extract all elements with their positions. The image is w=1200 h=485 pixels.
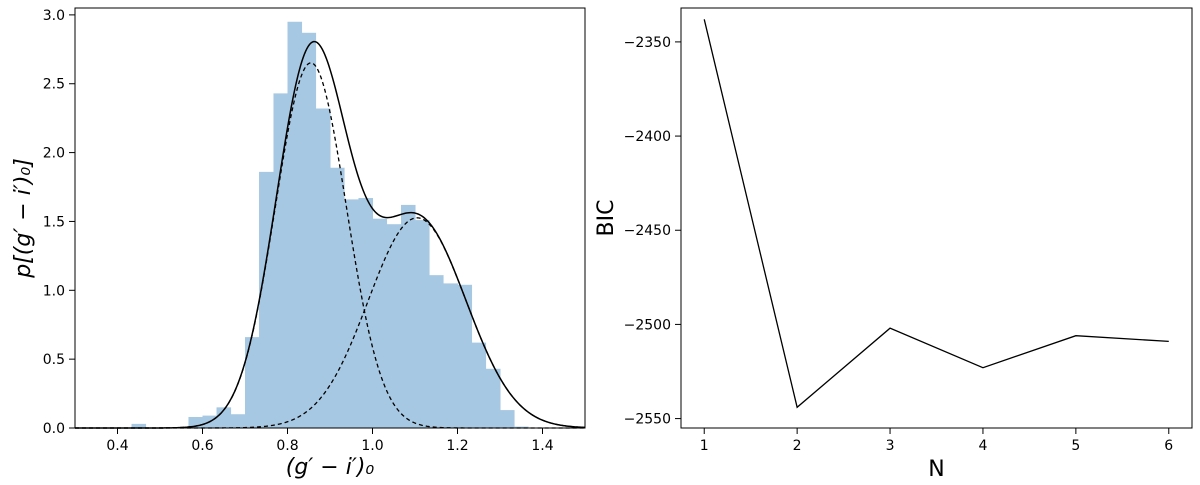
y-tick-label: −2350 [624,35,671,51]
y-tick-label: −2400 [624,129,671,145]
histogram-bar [188,416,204,428]
x-tick-label: 1.2 [446,438,468,454]
histogram-bar [216,407,232,428]
y-tick-label: 0.0 [43,421,65,437]
histogram-bar [485,368,501,428]
histogram-bar [500,410,515,428]
histogram-bar [372,218,388,428]
x-tick-label: 0.4 [106,438,128,454]
x-tick-label: 5 [1071,438,1080,454]
y-tick-label: 1.0 [43,283,65,299]
x-axis-label: N [928,457,944,482]
x-tick-label: 0.8 [276,438,298,454]
x-tick-label: 1.0 [361,438,383,454]
x-tick-label: 1.4 [531,438,553,454]
x-axis-label: (g′ − i′)₀ [286,455,375,480]
y-tick-label: 0.5 [43,352,65,368]
bic-line [703,19,1169,409]
histogram-bar [315,108,331,428]
y-tick-label: −2550 [624,412,671,428]
plot-frame [680,7,1193,429]
histogram-bar [443,283,459,428]
y-tick-label: 2.5 [43,77,65,93]
histogram-bar [415,220,430,428]
bic-panel: 1 2 3 4 5 6 −2350 −2400 −2450 −2500 −2550 N BIC [594,7,1193,482]
histogram-bar [131,423,147,428]
y-tick-label: −2450 [624,223,671,239]
y-tick-label: 2.0 [43,146,65,162]
y-axis-label: p[(g′ − i′)₀] [11,158,36,279]
histogram-bar [259,171,274,429]
x-tick-label: 0.6 [191,438,213,454]
y-tick-label: 1.5 [43,214,65,230]
histogram-bar [245,337,260,428]
histogram-bar [514,426,529,428]
x-tick-label: 3 [886,438,895,454]
histogram-bar [358,198,374,428]
histogram-bar [287,21,303,428]
histogram-bar [273,93,289,429]
histogram-bar [471,342,487,428]
histogram-bar [429,275,444,428]
histogram-bar [400,204,416,428]
histogram-bar [301,32,317,428]
plot-frame [74,7,586,429]
x-tick-label: 4 [978,438,987,454]
x-tick-label: 6 [1164,438,1173,454]
histogram-bar [330,167,345,428]
histogram-panel: 0.4 0.6 0.8 1.0 1.2 1.4 0.0 0.5 1.0 1.5 2.0 2.5 3.0 (… [11,7,586,480]
x-tick-label: 2 [793,438,802,454]
y-tick-label: 3.0 [43,8,65,24]
x-tick-label: 1 [700,438,709,454]
y-axis-label: BIC [594,200,619,237]
histogram-bar [230,414,246,428]
histogram-bar [386,224,402,428]
histogram-bar [457,284,473,428]
y-tick-label: −2500 [624,317,671,333]
